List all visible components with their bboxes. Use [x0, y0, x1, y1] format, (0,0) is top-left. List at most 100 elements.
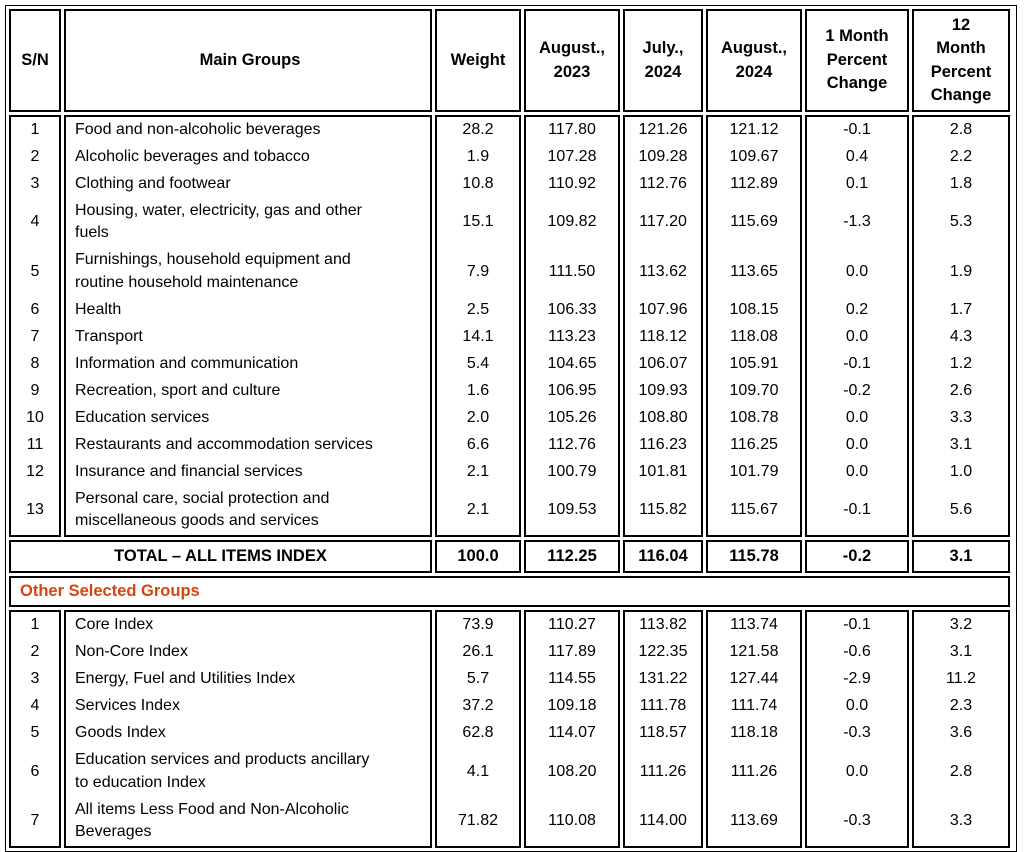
jul-2024-cell: 101.81 — [623, 458, 703, 486]
aug-2023-cell: 109.18 — [524, 693, 620, 721]
aug-2023-cell: 113.23 — [524, 323, 620, 351]
sn-cell: 7 — [9, 323, 61, 351]
twelve-month-change-cell: 11.2 — [912, 666, 1010, 694]
jul-2024-cell: 131.22 — [623, 666, 703, 694]
jul-2024-cell: 109.93 — [623, 377, 703, 405]
aug-2023-cell: 112.25 — [524, 540, 620, 574]
weight-cell: 71.82 — [435, 796, 521, 849]
jul-2024-cell: 116.23 — [623, 431, 703, 459]
twelve-month-change-cell: 5.6 — [912, 485, 1010, 538]
header-1-month-change: 1 Month Percent Change — [805, 9, 909, 112]
weight-cell: 28.2 — [435, 115, 521, 144]
group-name-cell: Food and non-alcoholic beverages — [64, 115, 432, 144]
group-name-cell: Clothing and footwear — [64, 170, 432, 198]
sn-cell: 2 — [9, 639, 61, 667]
weight-cell: 6.6 — [435, 431, 521, 459]
sn-cell: 11 — [9, 431, 61, 459]
one-month-change-cell: 0.4 — [805, 143, 909, 171]
jul-2024-cell: 106.07 — [623, 350, 703, 378]
aug-2024-cell: 113.65 — [706, 247, 802, 297]
table-header: S/N Main Groups Weight August., 2023 Jul… — [9, 9, 1013, 112]
weight-cell: 62.8 — [435, 720, 521, 748]
aug-2024-cell: 108.15 — [706, 296, 802, 324]
twelve-month-change-cell: 4.3 — [912, 323, 1010, 351]
sn-cell: 10 — [9, 404, 61, 432]
aug-2023-cell: 110.92 — [524, 170, 620, 198]
group-name-cell: Recreation, sport and culture — [64, 377, 432, 405]
twelve-month-change-cell: 1.7 — [912, 296, 1010, 324]
cpi-table: S/N Main Groups Weight August., 2023 Jul… — [5, 5, 1017, 852]
group-name-cell: Non-Core Index — [64, 639, 432, 667]
aug-2023-cell: 110.08 — [524, 796, 620, 849]
jul-2024-cell: 111.78 — [623, 693, 703, 721]
weight-cell: 26.1 — [435, 639, 521, 667]
group-name-cell: Furnishings, household equipment and rou… — [64, 247, 432, 297]
twelve-month-change-cell: 3.3 — [912, 796, 1010, 849]
aug-2024-cell: 105.91 — [706, 350, 802, 378]
jul-2024-cell: 108.80 — [623, 404, 703, 432]
aug-2023-cell: 106.33 — [524, 296, 620, 324]
aug-2024-cell: 115.67 — [706, 485, 802, 538]
other-selected-groups-header: Other Selected Groups — [9, 576, 1013, 608]
jul-2024-cell: 113.82 — [623, 610, 703, 640]
one-month-change-cell: -0.3 — [805, 720, 909, 748]
weight-cell: 73.9 — [435, 610, 521, 640]
jul-2024-cell: 116.04 — [623, 540, 703, 574]
aug-2023-cell: 114.55 — [524, 666, 620, 694]
group-name-cell: Core Index — [64, 610, 432, 640]
group-name-cell: Personal care, social protection and mis… — [64, 485, 432, 538]
aug-2024-cell: 108.78 — [706, 404, 802, 432]
aug-2024-cell: 113.69 — [706, 796, 802, 849]
aug-2024-cell: 111.26 — [706, 747, 802, 797]
weight-cell: 2.1 — [435, 458, 521, 486]
aug-2024-cell: 109.67 — [706, 143, 802, 171]
twelve-month-change-cell: 2.6 — [912, 377, 1010, 405]
aug-2023-cell: 117.89 — [524, 639, 620, 667]
sn-cell: 1 — [9, 115, 61, 144]
weight-cell: 2.0 — [435, 404, 521, 432]
weight-cell: 1.9 — [435, 143, 521, 171]
twelve-month-change-cell: 1.0 — [912, 458, 1010, 486]
aug-2024-cell: 111.74 — [706, 693, 802, 721]
sn-cell: 3 — [9, 170, 61, 198]
twelve-month-change-cell: 3.3 — [912, 404, 1010, 432]
sn-cell: 5 — [9, 247, 61, 297]
twelve-month-change-cell: 5.3 — [912, 197, 1010, 248]
one-month-change-cell: -0.2 — [805, 540, 909, 574]
one-month-change-cell: 0.0 — [805, 247, 909, 297]
twelve-month-change-cell: 3.1 — [912, 540, 1010, 574]
group-name-cell: Restaurants and accommodation services — [64, 431, 432, 459]
aug-2024-cell: 121.12 — [706, 115, 802, 144]
weight-cell: 10.8 — [435, 170, 521, 198]
sn-cell: 6 — [9, 296, 61, 324]
one-month-change-cell: -2.9 — [805, 666, 909, 694]
aug-2023-cell: 104.65 — [524, 350, 620, 378]
jul-2024-cell: 109.28 — [623, 143, 703, 171]
group-name-cell: Services Index — [64, 693, 432, 721]
twelve-month-change-cell: 3.1 — [912, 431, 1010, 459]
group-name-cell: Goods Index — [64, 720, 432, 748]
group-name-cell: All items Less Food and Non-Alcoholic Be… — [64, 796, 432, 849]
sn-cell: 1 — [9, 610, 61, 640]
one-month-change-cell: 0.0 — [805, 747, 909, 797]
jul-2024-cell: 117.20 — [623, 197, 703, 248]
sn-cell: 7 — [9, 796, 61, 849]
aug-2024-cell: 127.44 — [706, 666, 802, 694]
group-name-cell: Energy, Fuel and Utilities Index — [64, 666, 432, 694]
weight-cell: 100.0 — [435, 540, 521, 574]
header-july-2024: July., 2024 — [623, 9, 703, 112]
sn-cell: 8 — [9, 350, 61, 378]
one-month-change-cell: -0.1 — [805, 485, 909, 538]
aug-2024-cell: 121.58 — [706, 639, 802, 667]
group-name-cell: Insurance and financial services — [64, 458, 432, 486]
twelve-month-change-cell: 3.6 — [912, 720, 1010, 748]
jul-2024-cell: 111.26 — [623, 747, 703, 797]
main-groups-section: 1 Food and non-alcoholic beverages 28.2 … — [9, 115, 1013, 538]
sn-cell: 12 — [9, 458, 61, 486]
jul-2024-cell: 112.76 — [623, 170, 703, 198]
jul-2024-cell: 113.62 — [623, 247, 703, 297]
aug-2024-cell: 118.08 — [706, 323, 802, 351]
one-month-change-cell: 0.2 — [805, 296, 909, 324]
weight-cell: 5.7 — [435, 666, 521, 694]
twelve-month-change-cell: 1.9 — [912, 247, 1010, 297]
